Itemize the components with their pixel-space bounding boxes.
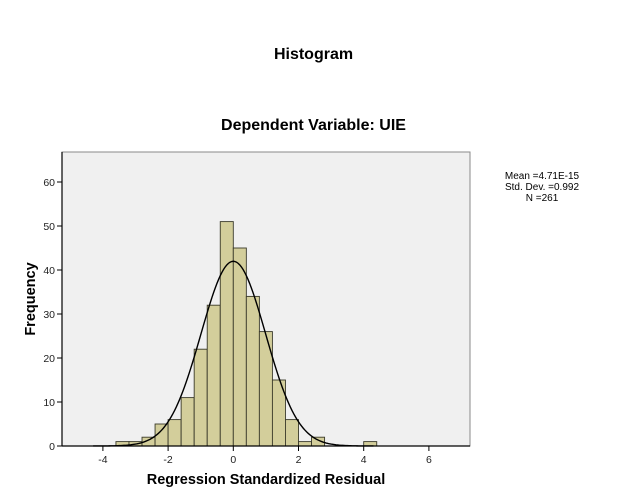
histogram-bar: [298, 441, 312, 447]
x-tick-label: 2: [296, 454, 302, 466]
histogram-bar: [206, 304, 221, 447]
histogram-bar: [219, 221, 234, 447]
y-tick-label: 20: [43, 353, 55, 365]
normal-curve: [93, 260, 374, 447]
axes: 0 10 20 30 40 50 60 -4 -2 0 2 4 6: [43, 152, 470, 466]
x-tick-label: 4: [361, 454, 367, 466]
histogram-bars: [115, 221, 378, 447]
chart-subtitle: Dependent Variable: UIE: [221, 117, 406, 134]
x-tick-label: 6: [426, 454, 432, 466]
stats-n: N =261: [525, 193, 559, 204]
stats-mean: Mean =4.71E-15: [504, 171, 580, 182]
histogram-bar: [232, 247, 247, 447]
histogram-bar: [167, 419, 182, 447]
chart-title: Histogram: [273, 46, 354, 63]
x-tick-label: 0: [230, 454, 236, 466]
histogram-bar: [180, 397, 195, 447]
y-tick-label: 0: [49, 441, 55, 453]
y-tick-label: 30: [43, 309, 55, 321]
y-tick-label: 60: [43, 177, 55, 189]
y-tick-label: 50: [43, 221, 55, 233]
histogram-bar: [245, 295, 260, 447]
histogram-bar: [193, 348, 208, 447]
y-axis-label: Frequency: [23, 262, 39, 336]
y-tick-label: 40: [43, 265, 55, 277]
y-tick-label: 10: [43, 397, 55, 409]
stats-std-dev: Std. Dev. =0.992: [504, 182, 580, 193]
x-axis-label: Regression Standardized Residual: [146, 472, 386, 488]
histogram-bar: [285, 419, 299, 447]
x-tick-label: -4: [98, 454, 107, 466]
stats-legend: Mean =4.71E-15 Std. Dev. =0.992 N =261: [490, 171, 594, 204]
x-tick-label: -2: [163, 454, 172, 466]
